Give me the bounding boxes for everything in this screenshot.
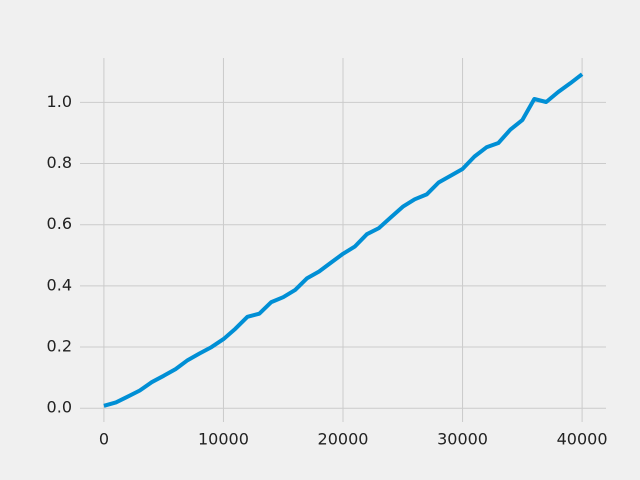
series-layer xyxy=(103,72,584,408)
y-tick-label: 0.6 xyxy=(47,214,72,233)
y-tick-label: 0.4 xyxy=(47,275,72,294)
y-axis-ticks: 0.0 0.2 0.4 0.6 0.8 1.0 xyxy=(47,92,72,417)
y-tick-label: 0.8 xyxy=(47,153,72,172)
x-tick-label: 10000 xyxy=(198,430,249,449)
x-tick-label: 40000 xyxy=(557,430,608,449)
x-tick-label: 20000 xyxy=(318,430,369,449)
grid-lines xyxy=(80,58,606,422)
y-tick-label: 1.0 xyxy=(47,92,72,111)
x-axis-ticks: 0 10000 20000 30000 40000 xyxy=(99,430,608,449)
x-tick-label: 30000 xyxy=(437,430,488,449)
series-line xyxy=(103,72,584,408)
y-tick-label: 0.0 xyxy=(47,398,72,417)
x-tick-label: 0 xyxy=(99,430,109,449)
y-tick-label: 0.2 xyxy=(47,337,72,356)
